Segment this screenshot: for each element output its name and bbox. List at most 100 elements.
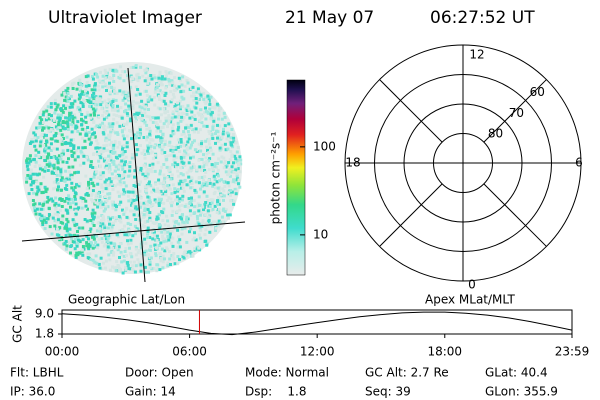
pixel <box>109 156 113 160</box>
pixel <box>113 184 117 188</box>
pixel <box>120 175 124 179</box>
pixel <box>105 178 109 182</box>
pixel <box>89 105 93 109</box>
pixel <box>122 137 126 141</box>
pixel <box>163 77 167 81</box>
pixel <box>58 116 62 120</box>
pixel <box>161 266 165 270</box>
pixel <box>55 147 59 151</box>
pixel <box>177 76 181 80</box>
pixel <box>80 151 84 155</box>
pixel <box>26 168 30 172</box>
pixel <box>76 107 79 111</box>
pixel <box>174 103 178 107</box>
pixel <box>129 223 133 226</box>
pixel <box>160 247 164 251</box>
pixel <box>214 161 218 165</box>
pixel <box>200 221 204 225</box>
pixel <box>59 168 63 172</box>
pixel <box>229 142 233 146</box>
pixel <box>176 255 180 259</box>
pixel <box>174 146 178 149</box>
instrument: Ultraviolet Imager <box>48 8 202 28</box>
pixel <box>93 135 97 139</box>
pixel <box>167 114 171 118</box>
pixel <box>85 192 89 195</box>
pixel <box>211 125 215 129</box>
pixel <box>168 82 172 86</box>
pixel <box>189 186 193 190</box>
pixel <box>134 65 138 69</box>
pixel <box>198 248 202 252</box>
pixel <box>178 116 182 120</box>
pixel <box>68 111 72 115</box>
pixel <box>168 140 172 144</box>
pixel <box>115 69 119 73</box>
pixel <box>208 202 212 205</box>
pixel <box>78 95 82 99</box>
pixel <box>211 137 215 140</box>
pixel <box>154 155 158 159</box>
pixel <box>144 241 148 245</box>
pixel <box>70 181 74 185</box>
pixel <box>212 192 216 196</box>
pixel <box>198 165 202 169</box>
pixel <box>165 175 169 179</box>
pixel <box>34 139 38 143</box>
pixel <box>69 234 73 238</box>
pixel <box>96 205 100 209</box>
pixel <box>83 146 87 150</box>
pixel <box>198 203 201 207</box>
pixel <box>34 160 38 164</box>
pixel <box>94 166 98 169</box>
pixel <box>101 121 105 125</box>
pixel <box>53 212 57 216</box>
pixel <box>59 157 63 161</box>
pixel <box>195 214 199 218</box>
pixel <box>35 126 39 130</box>
pixel <box>197 113 201 117</box>
pixel <box>160 165 164 169</box>
pixel <box>160 139 164 143</box>
pixel <box>158 252 162 256</box>
pixel <box>160 230 164 234</box>
pixel <box>67 197 71 201</box>
pixel <box>46 137 50 141</box>
pixel <box>218 146 222 150</box>
pixel <box>208 102 212 106</box>
pixel <box>110 233 114 237</box>
pixel <box>127 98 131 102</box>
pixel <box>231 145 235 149</box>
pixel <box>227 170 231 174</box>
pixel <box>172 252 176 255</box>
pixel <box>81 253 85 257</box>
pixel <box>149 256 153 260</box>
pixel <box>130 79 134 83</box>
pixel <box>206 94 210 98</box>
pixel <box>123 96 127 100</box>
pixel <box>157 204 161 207</box>
pixel <box>162 181 166 185</box>
pixel <box>180 133 184 137</box>
pixel <box>200 184 204 188</box>
pixel <box>203 100 207 104</box>
pixel <box>160 98 164 102</box>
pixel <box>170 116 174 120</box>
pixel <box>237 163 241 167</box>
pixel <box>232 136 236 140</box>
pixel <box>136 263 140 267</box>
pixel <box>171 132 175 136</box>
pixel <box>181 118 185 122</box>
pixel <box>60 142 64 146</box>
pixel <box>54 180 58 184</box>
pixel <box>25 176 29 180</box>
pixel <box>144 172 148 176</box>
pixel <box>235 150 239 154</box>
pixel <box>146 236 150 239</box>
pixel <box>148 236 152 239</box>
pixel <box>118 174 121 178</box>
pixel <box>73 158 77 162</box>
x-tick-label: 18:00 <box>427 345 462 359</box>
pixel <box>98 146 102 150</box>
pixel <box>80 123 84 127</box>
